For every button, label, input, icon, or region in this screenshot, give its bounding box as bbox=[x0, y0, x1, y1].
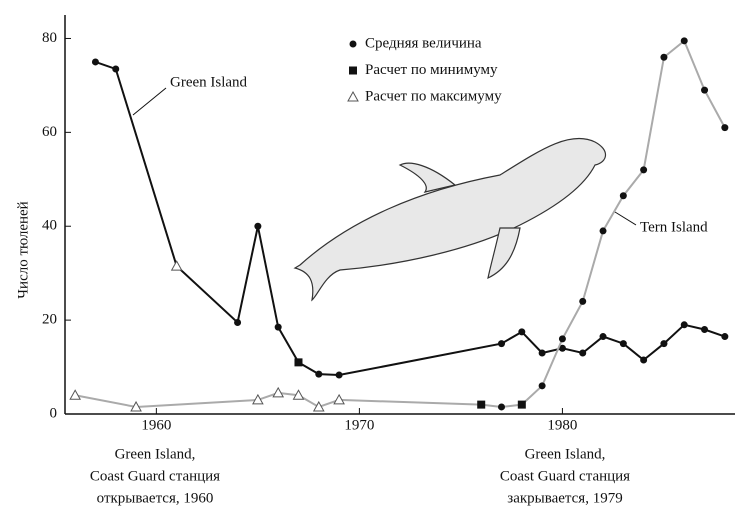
marker-circle bbox=[701, 86, 709, 94]
marker-circle bbox=[579, 297, 587, 305]
marker-circle bbox=[335, 371, 343, 379]
marker-circle bbox=[721, 124, 729, 132]
annotation: открывается, 1960 bbox=[97, 490, 214, 506]
marker-circle bbox=[498, 340, 506, 348]
marker-circle bbox=[599, 227, 607, 235]
marker-circle bbox=[274, 323, 282, 331]
marker-square bbox=[477, 400, 486, 409]
annotation: закрывается, 1979 bbox=[507, 490, 622, 506]
marker-circle bbox=[91, 58, 99, 66]
y-tick-label: 60 bbox=[42, 124, 57, 140]
marker-triangle bbox=[170, 260, 183, 271]
marker-circle bbox=[660, 340, 668, 348]
series-name-leader bbox=[132, 87, 167, 116]
marker-circle bbox=[640, 166, 648, 174]
y-tick-label: 0 bbox=[50, 405, 58, 421]
marker-circle bbox=[579, 349, 587, 357]
legend-label: Расчет по максимуму bbox=[365, 88, 502, 104]
y-tick-label: 20 bbox=[42, 312, 57, 328]
marker-circle bbox=[254, 222, 262, 230]
legend-marker bbox=[349, 66, 357, 75]
x-tick-label: 1970 bbox=[344, 417, 374, 433]
marker-circle bbox=[538, 382, 546, 390]
annotation: Green Island, bbox=[115, 446, 196, 462]
legend-label: Расчет по минимуму bbox=[365, 62, 498, 78]
marker-circle bbox=[701, 326, 709, 334]
y-tick-label: 40 bbox=[42, 218, 57, 234]
series-name-leader bbox=[614, 211, 637, 226]
seal-illustration bbox=[293, 137, 607, 302]
marker-square bbox=[294, 358, 303, 367]
annotation: Green Island, bbox=[525, 446, 606, 462]
annotation: Coast Guard станция bbox=[90, 468, 220, 484]
marker-circle bbox=[538, 349, 546, 357]
legend-marker bbox=[349, 40, 357, 48]
marker-circle bbox=[558, 335, 566, 343]
marker-circle bbox=[518, 328, 526, 336]
marker-circle bbox=[640, 356, 648, 364]
y-tick-label: 80 bbox=[42, 30, 57, 46]
marker-circle bbox=[234, 318, 242, 326]
marker-circle bbox=[599, 333, 607, 341]
marker-circle bbox=[721, 333, 729, 341]
marker-triangle bbox=[312, 400, 325, 412]
legend-marker bbox=[347, 90, 359, 102]
series-name: Tern Island bbox=[640, 219, 708, 235]
marker-circle bbox=[680, 321, 688, 329]
marker-triangle bbox=[69, 389, 82, 400]
marker-circle bbox=[498, 403, 506, 411]
marker-triangle bbox=[272, 386, 285, 398]
x-tick-label: 1980 bbox=[547, 417, 577, 433]
y-axis-label: Число тюленей bbox=[15, 201, 31, 298]
marker-circle bbox=[619, 340, 627, 348]
marker-circle bbox=[619, 192, 627, 200]
marker-circle bbox=[315, 370, 323, 378]
marker-square bbox=[517, 400, 526, 409]
series-name: Green Island bbox=[170, 74, 248, 90]
marker-triangle bbox=[333, 393, 345, 405]
legend-label: Средняя величина bbox=[365, 35, 482, 51]
marker-triangle bbox=[252, 393, 264, 405]
marker-circle bbox=[680, 37, 688, 45]
marker-triangle bbox=[130, 400, 142, 412]
x-tick-label: 1960 bbox=[141, 417, 171, 433]
marker-circle bbox=[112, 65, 120, 73]
marker-circle bbox=[558, 344, 566, 352]
marker-circle bbox=[660, 53, 668, 61]
annotation: Coast Guard станция bbox=[500, 468, 630, 484]
marker-triangle bbox=[292, 389, 305, 400]
